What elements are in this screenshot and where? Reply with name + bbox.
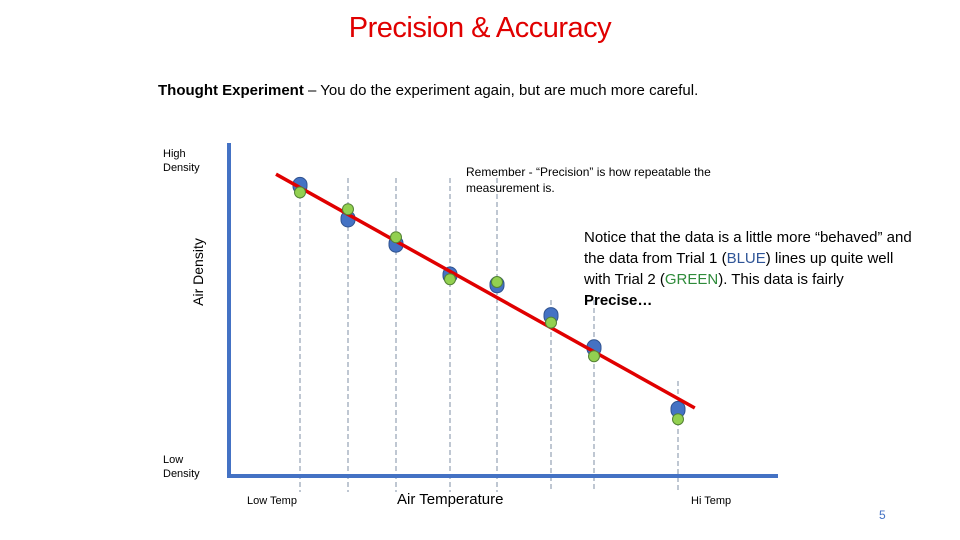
- x-axis-label: Air Temperature: [397, 491, 504, 508]
- notice-green: GREEN: [664, 271, 719, 288]
- page-number: 5: [879, 508, 886, 522]
- y-high-label: High Density: [163, 148, 200, 174]
- slide-title: Precision & Accuracy: [348, 12, 612, 44]
- y-axis-label: Air Density: [190, 238, 206, 306]
- subtitle-rest: – You do the experiment again, but are m…: [303, 82, 699, 99]
- subtitle-bold: Thought Experiment: [158, 82, 304, 99]
- y-low-label: Low Density: [163, 454, 200, 480]
- notice-callout: Notice that the data is a little more “b…: [584, 227, 914, 311]
- x-high-label: Hi Temp: [691, 495, 732, 507]
- trial2-point: [491, 276, 503, 288]
- notice-blue: BLUE: [726, 250, 766, 267]
- trial2-point: [342, 203, 354, 216]
- trial2-point: [588, 350, 600, 363]
- notice-text-2: ) lines up quite well with Trial 2 (: [584, 250, 894, 288]
- trial2-point: [545, 316, 557, 329]
- notice-text-1: Notice that the data is a little more “b…: [584, 229, 912, 267]
- x-low-label: Low Temp: [247, 495, 297, 507]
- reminder-callout: Remember - “Precision” is how repeatable…: [466, 165, 711, 195]
- subtitle: Thought Experiment – You do the experime…: [158, 82, 698, 99]
- notice-text-3: ). This data is fairly: [718, 271, 844, 288]
- notice-bold: Precise…: [584, 292, 653, 309]
- trial2-point: [390, 231, 402, 244]
- trial2-point: [294, 186, 306, 199]
- trial2-point: [672, 413, 684, 426]
- trial2-point: [444, 273, 456, 286]
